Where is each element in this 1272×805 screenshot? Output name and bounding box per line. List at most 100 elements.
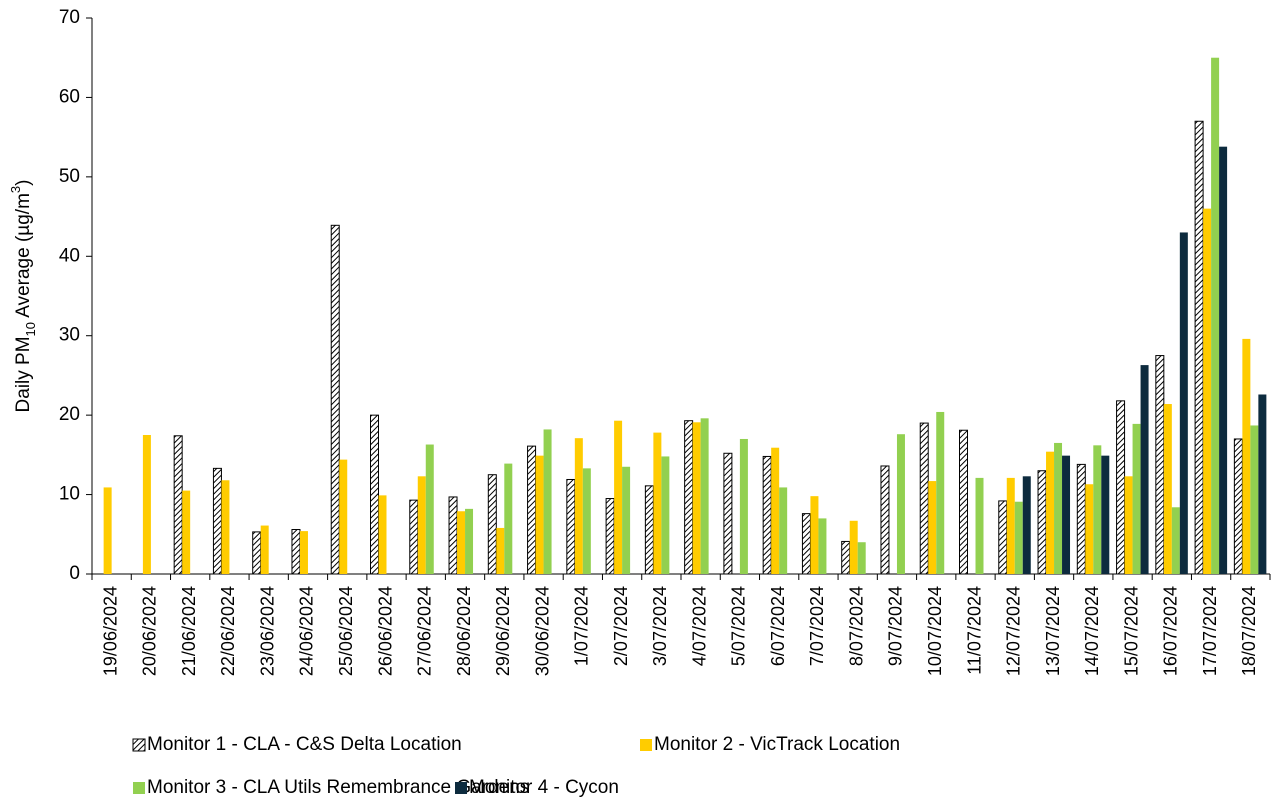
bar (771, 447, 780, 574)
y-tick-label: 40 (59, 245, 80, 266)
bar (841, 540, 851, 575)
bar (896, 434, 905, 574)
legend-swatch (132, 738, 146, 752)
y-tick-label: 10 (59, 484, 80, 505)
x-tick-label: 8/07/2024 (846, 586, 866, 666)
bar (1233, 438, 1243, 575)
bar (1179, 232, 1188, 574)
bar (182, 490, 191, 574)
legend-swatch (133, 782, 145, 794)
bar (1194, 120, 1204, 575)
y-label-part: ) (13, 180, 34, 186)
x-tick-label: 3/07/2024 (650, 586, 670, 666)
bar (928, 481, 937, 574)
bar (221, 480, 230, 574)
bar (661, 456, 670, 574)
bar (103, 487, 112, 574)
x-tick-label: 26/06/2024 (375, 586, 395, 676)
y-tick-label: 60 (59, 86, 80, 107)
x-tick-label: 13/07/2024 (1043, 586, 1063, 676)
bar (1062, 455, 1071, 574)
x-tick-label: 4/07/2024 (689, 586, 709, 666)
x-tick-label: 23/06/2024 (257, 586, 277, 676)
x-tick-label: 19/06/2024 (100, 586, 120, 676)
bar (260, 525, 269, 574)
bar (212, 467, 222, 575)
bar (1140, 365, 1149, 574)
x-tick-label: 28/06/2024 (454, 586, 474, 676)
bar (504, 463, 513, 574)
bar (173, 435, 183, 575)
x-tick-label: 1/07/2024 (572, 586, 592, 666)
bar (849, 520, 858, 574)
x-tick-label: 9/07/2024 (886, 586, 906, 666)
bar (425, 444, 434, 574)
y-tick-label: 20 (59, 404, 80, 425)
legend-label: Monitor 1 - CLA - C&S Delta Location (147, 734, 462, 755)
bar (975, 477, 984, 574)
bar (370, 414, 379, 575)
bar (330, 224, 340, 575)
bar (527, 445, 537, 575)
x-tick-label: 15/07/2024 (1121, 586, 1141, 676)
bar (959, 429, 968, 575)
legend-label: Monitor 4 - Cycon (469, 777, 619, 798)
bar (1046, 451, 1055, 574)
bar (1006, 477, 1015, 574)
bar (818, 518, 827, 574)
bar (291, 529, 301, 575)
bar (614, 420, 623, 574)
bar (1124, 476, 1133, 574)
x-tick-label: 6/07/2024 (768, 586, 788, 666)
bar (1203, 208, 1212, 574)
bar (457, 511, 466, 574)
x-tick-label: 21/06/2024 (179, 586, 199, 676)
legend-swatch (640, 739, 652, 751)
bar (700, 418, 709, 574)
bar (1132, 423, 1141, 574)
bar (1022, 476, 1031, 574)
bar (448, 496, 458, 575)
bar (566, 478, 576, 575)
bar (1076, 463, 1086, 575)
bar (810, 496, 819, 574)
bar (857, 542, 866, 574)
y-tick-label: 50 (59, 166, 80, 187)
bar (919, 422, 929, 575)
bar (1250, 425, 1259, 574)
bar (496, 527, 505, 574)
bar (801, 513, 811, 575)
bar (1171, 507, 1180, 574)
bar (1093, 445, 1102, 574)
bar (936, 411, 945, 574)
bar (252, 531, 262, 575)
bar (299, 531, 308, 574)
x-tick-label: 18/07/2024 (1239, 586, 1259, 676)
y-label-part: Average (µg/m (13, 193, 34, 322)
x-tick-label: 24/06/2024 (297, 586, 317, 676)
bar (622, 466, 631, 574)
bar (1014, 501, 1023, 574)
bar (779, 487, 788, 574)
x-tick-label: 17/07/2024 (1200, 586, 1220, 676)
y-label-part: 3 (8, 186, 23, 193)
y-tick-label: 0 (69, 563, 80, 584)
bar (1242, 338, 1251, 574)
bar (535, 455, 544, 574)
bar (605, 498, 615, 575)
bar (465, 508, 474, 574)
bar (684, 420, 694, 575)
bar (1101, 455, 1110, 574)
bar (723, 452, 733, 575)
bar (574, 438, 583, 574)
x-tick-label: 22/06/2024 (218, 586, 238, 676)
x-tick-label: 29/06/2024 (493, 586, 513, 676)
bar (1085, 484, 1094, 574)
y-tick-label: 70 (59, 7, 80, 28)
bar (409, 499, 419, 575)
x-tick-label: 10/07/2024 (925, 586, 945, 676)
bar (692, 422, 701, 574)
bar (582, 468, 591, 574)
x-tick-label: 25/06/2024 (336, 586, 356, 676)
